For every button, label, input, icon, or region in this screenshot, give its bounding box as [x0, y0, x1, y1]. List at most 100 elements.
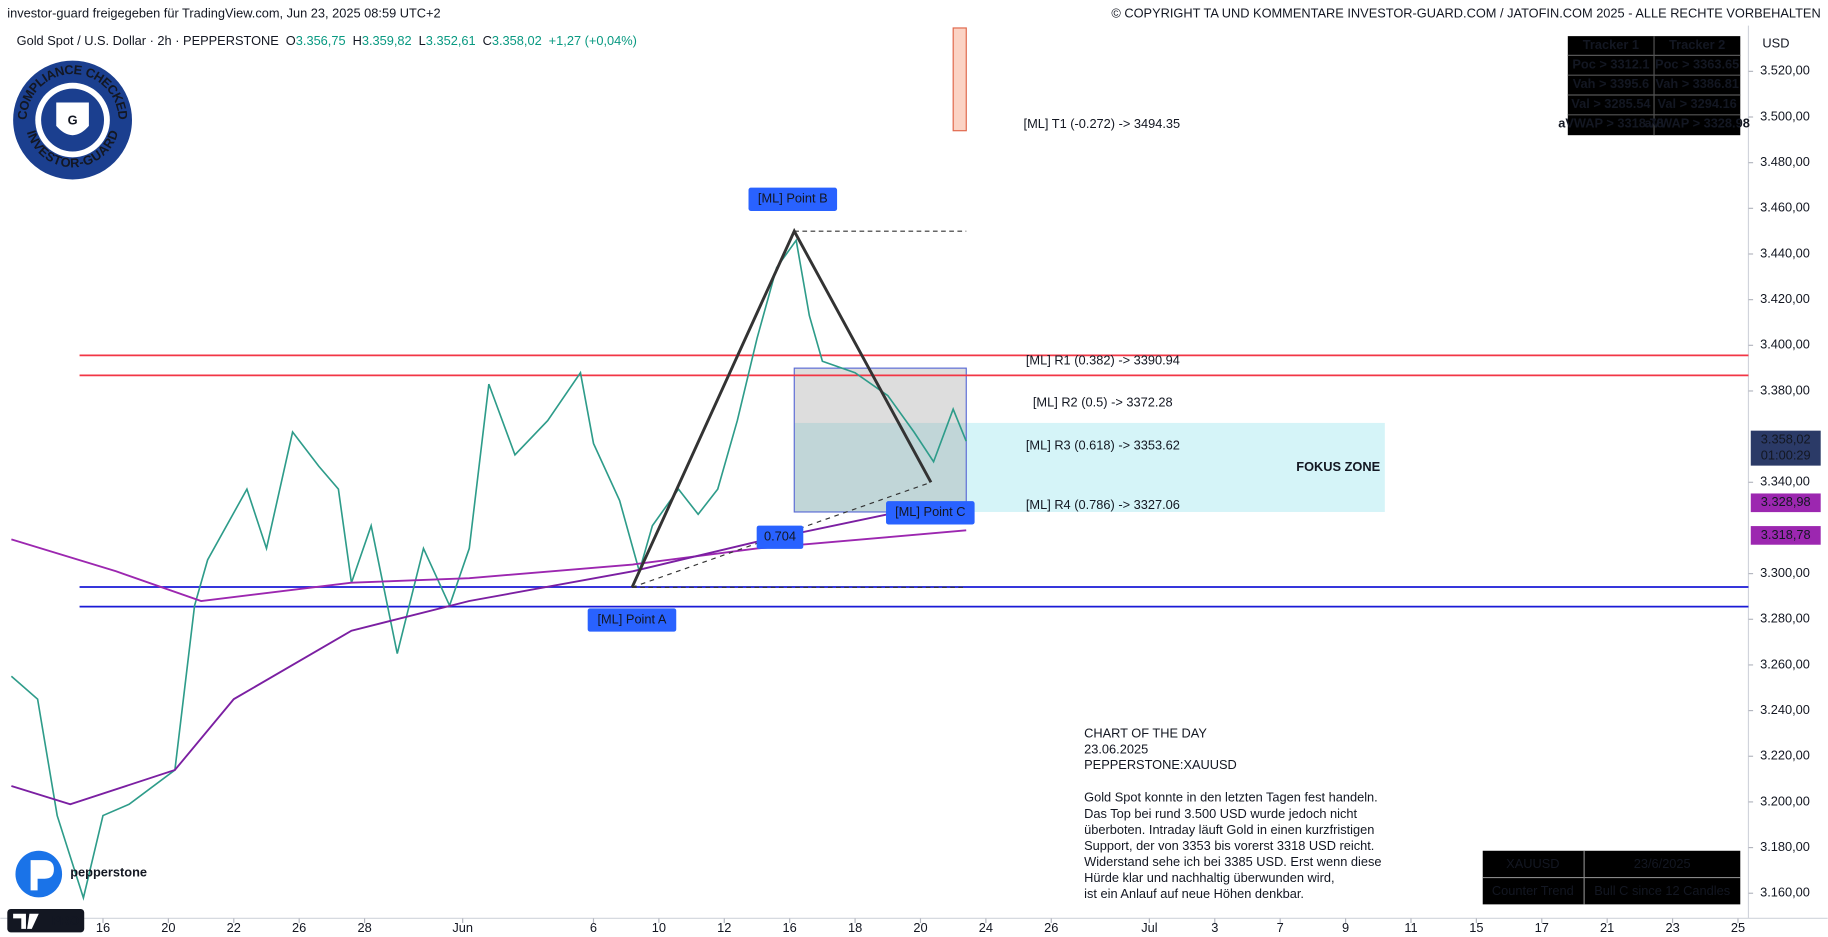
broker-logo-text: pepperstone: [70, 864, 147, 879]
x-tick-label: 22: [227, 920, 241, 935]
tracker-label: Poc >: [1572, 57, 1607, 72]
ohlc-value: 3.359,82: [362, 33, 412, 48]
y-tick-label: 3.460,00: [1760, 200, 1810, 215]
x-tick-label: 26: [292, 920, 306, 935]
tracker-value: 3395.6: [1610, 76, 1649, 91]
price-tag-label: 3.358,02: [1761, 431, 1811, 446]
header-left: investor-guard freigegeben für TradingVi…: [7, 5, 440, 20]
focus-zone-label: FOKUS ZONE: [1296, 459, 1380, 474]
currency: USD: [1762, 36, 1789, 51]
price-tag-countdown: 01:00:29: [1761, 448, 1811, 463]
y-tick-label: 3.420,00: [1760, 291, 1810, 306]
symbol-change: +1,27 (+0,04%): [549, 33, 637, 48]
x-tick-label: 20: [161, 920, 175, 935]
ohlc-value: 3.358,02: [492, 33, 542, 48]
x-tick-label: 7: [1277, 920, 1284, 935]
x-tick-label: 17: [1535, 920, 1549, 935]
commentary-heading: PEPPERSTONE:XAUUSD: [1084, 757, 1237, 772]
tracker-value: 3328.98: [1704, 116, 1750, 131]
target-bar: [952, 27, 967, 132]
ohlc-key: L: [419, 33, 426, 48]
y-tick-label: 3.160,00: [1760, 885, 1810, 900]
tracker-cell: aVWAP > 3328.98: [1644, 116, 1749, 131]
badge-shield: [56, 102, 89, 136]
info-cell: XAUUSD: [1506, 856, 1559, 871]
x-tick-label: 16: [783, 920, 797, 935]
x-tick-label: 26: [1044, 920, 1058, 935]
tracker-cell: Poc >3363.65: [1655, 57, 1739, 72]
y-tick-label: 3.260,00: [1760, 656, 1810, 671]
badge-letter: G: [68, 113, 78, 128]
x-tick-label: 20: [913, 920, 927, 935]
tracker-value: 3363.65: [1693, 57, 1739, 72]
x-tick-label: 24: [979, 920, 993, 935]
series-line: [11, 529, 967, 602]
commentary-body: Das Top bei rund 3.500 USD wurde jedoch …: [1084, 806, 1357, 821]
info-cell: Bull C since 12 Candles: [1594, 883, 1730, 898]
y-tick-label: 3.340,00: [1760, 474, 1810, 489]
tracker-label: Poc >: [1655, 57, 1690, 72]
y-tick-label: 3.300,00: [1760, 565, 1810, 580]
commentary-heading: CHART OF THE DAY: [1084, 726, 1207, 741]
tracker-cell: Vah > 3386.81: [1655, 76, 1739, 91]
info-cell: 23/6/2025: [1634, 856, 1691, 871]
symbol-line: Gold Spot / U.S. Dollar · 2h · PEPPERSTO…: [17, 33, 637, 48]
ml-level-label: [ML] R4 (0.786) -> 3327.06: [1026, 497, 1180, 512]
y-tick-label: 3.380,00: [1760, 382, 1810, 397]
tracker-cell: Val >3285.54: [1571, 96, 1651, 111]
point-label-box: [886, 501, 975, 525]
ml-level-label: [ML] R1 (0.382) -> 3390.94: [1026, 353, 1180, 368]
point-label: [ML] Point A: [597, 611, 666, 626]
x-tick-label: Jun: [452, 920, 473, 935]
tracker-cell: Vah >3395.6: [1573, 76, 1649, 91]
ohlc-value: 3.356,75: [296, 33, 346, 48]
tv-logo-text: PRO: [52, 913, 80, 928]
focus-zone: [794, 422, 1385, 512]
tracker-value: 3294.16: [1691, 96, 1737, 111]
y-tick-label: 3.200,00: [1760, 793, 1810, 808]
commentary-body: Support, der von 3353 bis vorerst 3318 U…: [1084, 838, 1374, 853]
x-tick-label: 21: [1600, 920, 1614, 935]
ml-level-label: [ML] T1 (-0.272) -> 3494.35: [1024, 116, 1181, 131]
tracker-label: aVWAP >: [1558, 116, 1614, 131]
x-tick-label: 3: [1211, 920, 1218, 935]
x-tick-label: 11: [1404, 920, 1417, 935]
x-tick-label: 16: [96, 920, 110, 935]
y-tick-label: 3.180,00: [1760, 839, 1810, 854]
broker-logo-p: [30, 860, 54, 891]
y-tick-label: 3.440,00: [1760, 245, 1810, 260]
tv-logo: [7, 909, 85, 933]
x-tick-label: 23: [1665, 920, 1679, 935]
tracker-header: Tracker 1: [1583, 37, 1639, 52]
vwap-tag-label: 3.318,78: [1761, 527, 1811, 542]
x-tick-label: 15: [1469, 920, 1483, 935]
commentary-body: überboten. Intraday läuft Gold in einen …: [1084, 822, 1374, 837]
commentary-body: Gold Spot konnte in den letzten Tagen fe…: [1084, 790, 1378, 805]
vwap-tag-label: 3.328,98: [1761, 494, 1811, 509]
y-tick-label: 3.220,00: [1760, 748, 1810, 763]
x-tick-label: 25: [1731, 920, 1745, 935]
tracker-label: Vah >: [1655, 76, 1689, 91]
tracker-value: 3312.1: [1610, 57, 1649, 72]
tracker-label: Val >: [1571, 96, 1601, 111]
x-tick-label: 18: [848, 920, 862, 935]
series-line: [11, 513, 888, 806]
x-tick-label: 6: [590, 920, 597, 935]
y-tick-label: 3.480,00: [1760, 154, 1810, 169]
symbol-name: Gold Spot / U.S. Dollar · 2h · PEPPERSTO…: [17, 33, 279, 48]
series-line: [10, 238, 967, 901]
ohlc-value: 3.352,61: [426, 33, 476, 48]
point-label: [ML] Point C: [895, 504, 965, 519]
vwap-tag: [1750, 526, 1821, 545]
tracker-cell: Val >3294.16: [1658, 96, 1737, 111]
ohlc-key: C: [483, 33, 492, 48]
y-tick-label: 3.400,00: [1760, 337, 1810, 352]
x-tick-label: 28: [357, 920, 371, 935]
y-tick-label: 3.500,00: [1760, 108, 1810, 123]
ratio-label: 0.704: [764, 529, 796, 544]
commentary-heading: 23.06.2025: [1084, 741, 1148, 756]
tracker-cell: Poc >3312.1: [1572, 57, 1649, 72]
y-tick-label: 3.240,00: [1760, 702, 1810, 717]
